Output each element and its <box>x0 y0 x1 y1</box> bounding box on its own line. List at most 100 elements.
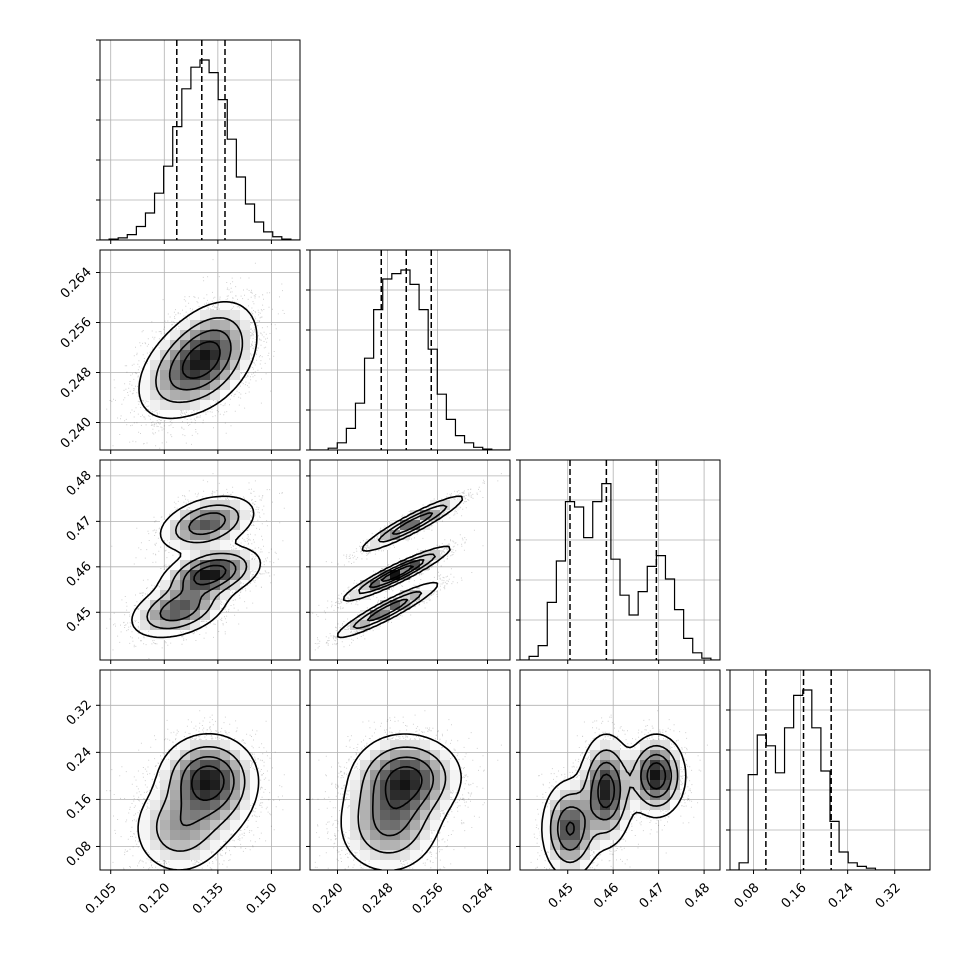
panel-frame <box>309 669 511 871</box>
density-cell <box>410 850 420 860</box>
density-cell <box>230 820 240 830</box>
panel-frame <box>309 459 511 661</box>
density-cell <box>350 840 360 850</box>
density-cell <box>660 780 670 790</box>
density-cell <box>210 590 220 600</box>
density-cell <box>150 630 160 640</box>
density-cell <box>580 770 590 780</box>
density-cell <box>410 820 420 830</box>
density-cell <box>190 380 200 390</box>
density-cell <box>220 350 230 360</box>
density-cell <box>170 850 180 860</box>
density-cell <box>570 850 580 860</box>
density-cell <box>160 370 170 380</box>
density-cell <box>200 590 210 600</box>
density-cell <box>420 840 430 850</box>
density-cell <box>230 500 240 510</box>
density-cell <box>400 600 410 610</box>
density-cell <box>170 410 180 420</box>
density-cell <box>570 820 580 830</box>
panel-frame <box>519 459 721 661</box>
density-cell <box>200 600 210 610</box>
density-cell <box>640 790 650 800</box>
density-cell <box>410 520 420 530</box>
density-cell <box>650 770 660 780</box>
density-cell <box>410 840 420 850</box>
density-cell <box>150 390 160 400</box>
density-cell <box>140 370 150 380</box>
panel-2-0 <box>96 459 301 664</box>
density-cell <box>430 790 440 800</box>
density-cell <box>550 850 560 860</box>
density-cell <box>640 800 650 810</box>
density-cell <box>160 850 170 860</box>
density-cell <box>210 800 220 810</box>
density-cell <box>360 620 370 630</box>
density-cell <box>230 580 240 590</box>
density-cell <box>160 380 170 390</box>
x-tick-label: 0.248 <box>360 880 397 917</box>
density-cell <box>160 630 170 640</box>
density-cell <box>440 750 450 760</box>
density-cell <box>240 340 250 350</box>
density-cell <box>610 770 620 780</box>
density-cell <box>380 860 390 870</box>
density-cell <box>650 780 660 790</box>
density-cell <box>190 550 200 560</box>
density-cell <box>210 320 220 330</box>
density-cell <box>540 810 550 820</box>
density-cell <box>390 520 400 530</box>
density-cell <box>240 550 250 560</box>
density-cell <box>380 770 390 780</box>
density-cell <box>250 790 260 800</box>
density-cell <box>190 610 200 620</box>
density-cell <box>180 770 190 780</box>
density-cell <box>390 740 400 750</box>
density-cell <box>180 520 190 530</box>
density-cell <box>210 580 220 590</box>
density-cell <box>170 790 180 800</box>
density-cell <box>580 810 590 820</box>
density-cell <box>380 530 390 540</box>
density-cell <box>420 750 430 760</box>
density-cell <box>190 520 200 530</box>
density-cell <box>150 590 160 600</box>
density-cell <box>190 620 200 630</box>
density-cell <box>360 830 370 840</box>
density-cell <box>200 850 210 860</box>
density-cell <box>570 780 580 790</box>
density-cell <box>650 740 660 750</box>
density-cell <box>200 820 210 830</box>
x-tick-label: 0.08 <box>731 880 762 911</box>
density-cell <box>390 840 400 850</box>
density-cell <box>180 600 190 610</box>
density-cell <box>440 760 450 770</box>
density-cell <box>160 340 170 350</box>
panel-frame <box>99 39 301 241</box>
density-cell <box>180 860 190 870</box>
density-cell <box>170 590 180 600</box>
density-cell <box>200 790 210 800</box>
density-cell <box>230 370 240 380</box>
density-cell <box>210 340 220 350</box>
density-cell <box>370 800 380 810</box>
density-cell <box>140 820 150 830</box>
density-cell <box>170 540 180 550</box>
density-cell <box>440 500 450 510</box>
density-cell <box>380 740 390 750</box>
x-tick-label: 0.256 <box>410 880 447 917</box>
density-cell <box>170 620 180 630</box>
density-cell <box>420 820 430 830</box>
density-cell <box>230 340 240 350</box>
density-cell <box>150 790 160 800</box>
density-cell <box>360 590 370 600</box>
density-cell <box>550 790 560 800</box>
density-cell <box>220 590 230 600</box>
density-cell <box>180 850 190 860</box>
density-cell <box>570 800 580 810</box>
density-cell <box>420 790 430 800</box>
density-cell <box>390 860 400 870</box>
density-cell <box>540 840 550 850</box>
density-cell <box>390 750 400 760</box>
